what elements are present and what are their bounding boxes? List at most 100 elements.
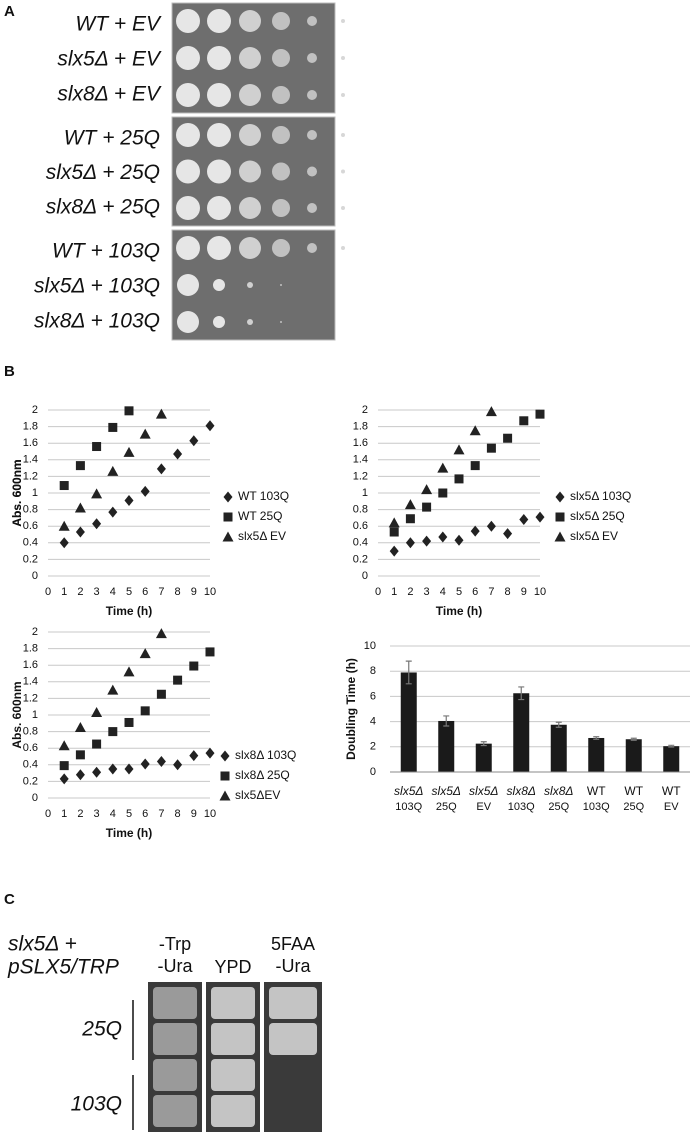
x-tick-label: 10 [534,586,546,598]
y-tick-label: 1.8 [353,421,368,433]
colony-spot [176,9,200,33]
colony-spot [341,133,345,137]
point [173,759,183,771]
point [389,527,399,537]
y-tick-label: 2 [370,741,376,753]
colony-spot [239,84,261,106]
y-tick-label: 1.4 [23,676,38,688]
point [92,442,102,452]
point [91,707,103,718]
x-axis-label: Time (h) [436,604,482,618]
colony-spot [272,239,290,257]
colony-spot [176,196,200,220]
point [75,750,85,760]
legend-label: slx8Δ 103Q [235,748,296,762]
colony-spot [207,46,231,70]
x-tick-label: slx5Δ [469,784,498,798]
point [205,647,215,657]
x-tick-label: 25Q [436,801,457,813]
panel-label: B [4,363,15,380]
colony-spot [272,126,290,144]
error-bar [555,721,562,728]
y-tick-label: 0 [370,766,376,778]
x-tick-label: 103Q [395,801,422,813]
error-bar [518,686,525,701]
x-axis-label: Time (h) [106,604,152,618]
colony-spot [239,124,261,146]
column-label: -Ura [276,956,312,976]
point [58,520,70,531]
y-tick-label: 0.2 [23,553,38,565]
colony-spot [239,10,261,32]
point [123,666,135,677]
genotype-label: slx5Δ + 25Q [46,161,160,184]
x-tick-label: 4 [440,586,446,598]
x-tick-label: 8 [175,586,181,598]
y-tick-label: 1 [362,487,368,499]
point [59,761,69,771]
bar [663,746,680,772]
colony-spot [239,237,261,259]
colony-spot [307,243,317,253]
point [519,416,529,426]
colony-spot [307,130,317,140]
point [75,769,85,781]
legend-marker [555,512,565,522]
colony-spot [177,311,199,333]
point [485,406,497,417]
colony-spot [272,49,290,67]
colony-spot [176,83,200,107]
colony-spot [207,83,231,107]
colony-spot [177,274,199,296]
colony-spot [307,166,317,177]
y-tick-label: 6 [370,690,376,702]
legend-marker [220,771,230,781]
column-label: 5FAA [271,934,315,954]
point [470,461,480,471]
legend-marker [554,531,566,542]
point [108,422,118,432]
x-tick-label: 5 [456,586,462,598]
bar [588,737,605,772]
point [155,628,167,639]
patch [153,1059,197,1091]
x-tick-label: 5 [126,586,132,598]
colony-spot [272,86,290,104]
colony-spot [280,284,282,286]
colony-spot [247,282,253,288]
y-tick-label: 2 [32,404,38,416]
bar [513,693,530,772]
y-tick-label: 1.4 [353,454,368,466]
x-axis-label: Time (h) [106,826,152,840]
row-label: 25Q [81,1018,122,1041]
y-tick-label: 2 [362,404,368,416]
patch [269,1023,317,1055]
point [92,518,102,530]
x-tick-label: 9 [191,586,197,598]
point [173,448,183,460]
x-tick-label: 103Q [508,801,535,813]
colony-spot [307,53,317,63]
x-tick-label: 3 [94,586,100,598]
colony-spot [176,159,200,184]
column-label: YPD [214,957,251,977]
colony-spot [239,47,261,69]
x-tick-label: slx8Δ [544,784,573,798]
bar [475,743,492,772]
y-tick-label: 1.6 [23,659,38,671]
point [535,511,545,523]
y-tick-label: 8 [370,665,376,677]
x-tick-label: 6 [142,808,148,820]
point [123,446,135,457]
row-label: 103Q [71,1093,122,1116]
y-tick-label: 4 [370,716,376,728]
genotype-label: slx5Δ + EV [57,48,162,71]
y-tick-label: 0 [362,570,368,582]
y-tick-label: 0.8 [23,726,38,738]
point [156,463,166,475]
point [156,689,166,699]
genotype-label: WT + 103Q [52,240,160,263]
y-tick-label: 1 [32,709,38,721]
y-tick-label: 0.6 [23,742,38,754]
